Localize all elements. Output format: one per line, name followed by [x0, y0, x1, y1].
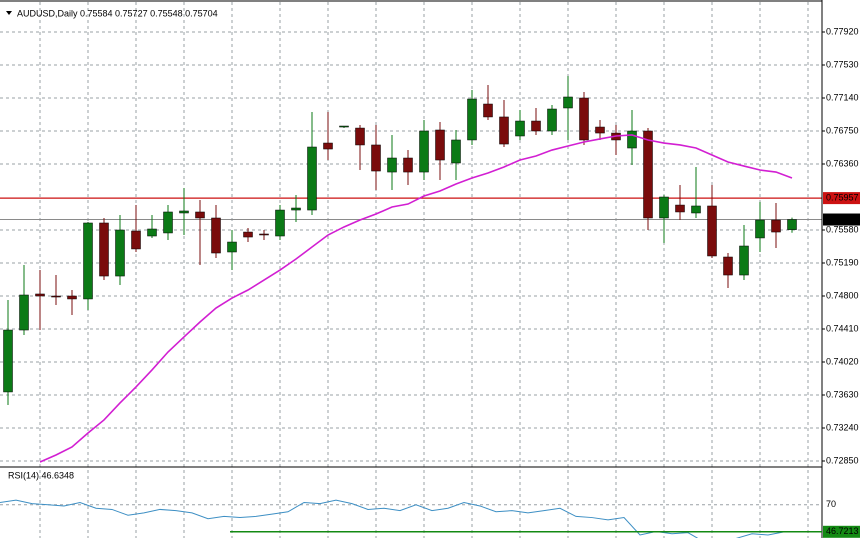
- y-tick-label: 0.76360: [826, 158, 859, 168]
- candle-body: [579, 97, 589, 141]
- candle-body: [419, 130, 429, 173]
- candle-body: [211, 217, 221, 254]
- candle-body: [707, 205, 717, 257]
- rsi-current-label: 46.7213: [826, 526, 859, 536]
- rsi-title: RSI(14) 46.6348: [8, 470, 74, 480]
- y-tick-label: 0.73240: [826, 422, 859, 432]
- chart-title: AUDUSD,Daily 0.75584 0.75727 0.75548 0.7…: [17, 8, 218, 18]
- candle-body: [563, 96, 573, 109]
- candle-body: [371, 144, 381, 172]
- candle-body: [403, 157, 413, 173]
- candle-body: [691, 205, 701, 214]
- candle-body: [643, 130, 653, 219]
- candle-body: [147, 228, 157, 237]
- current-label-box: [823, 213, 860, 226]
- y-tick-label: 0.74800: [826, 290, 859, 300]
- y-tick-label: 0.73630: [826, 389, 859, 399]
- candle-body: [595, 126, 605, 134]
- y-tick-label: 0.77140: [826, 92, 859, 102]
- candle-body: [755, 219, 765, 239]
- candle-body: [243, 231, 253, 238]
- y-tick-label: 0.72850: [826, 455, 859, 465]
- candle-body: [675, 204, 685, 213]
- moving-average: [39, 134, 793, 463]
- candle-body: [99, 222, 109, 277]
- candle-body: [355, 127, 365, 146]
- candle-body: [787, 219, 797, 230]
- candle-body: [499, 116, 509, 145]
- candle-body: [179, 210, 189, 214]
- y-tick-label: 0.76750: [826, 125, 859, 135]
- candle-body: [195, 211, 205, 219]
- candle-body: [627, 130, 637, 149]
- level-label: 0.75957: [826, 192, 859, 202]
- candle-body: [3, 329, 13, 393]
- candle-body: [739, 245, 749, 276]
- candle-body: [291, 207, 301, 211]
- candle-body: [387, 157, 397, 173]
- candle-body: [723, 256, 733, 276]
- candle-body: [307, 146, 317, 211]
- candle-body: [323, 142, 333, 150]
- candle-body: [131, 230, 141, 250]
- candle-body: [451, 139, 461, 164]
- candle-body: [275, 209, 285, 237]
- candle-body: [547, 108, 557, 132]
- rsi-tick-label: 70: [826, 499, 836, 509]
- candle-body: [115, 229, 125, 277]
- candle-body: [35, 293, 45, 297]
- y-tick-label: 0.77920: [826, 26, 859, 36]
- candle-body: [83, 222, 93, 300]
- candle-body: [659, 196, 669, 219]
- candle-body: [339, 125, 349, 128]
- candle-body: [467, 98, 477, 141]
- y-tick-label: 0.77530: [826, 59, 859, 69]
- collapse-arrow: [6, 11, 12, 15]
- candle-body: [483, 103, 493, 118]
- candle-body: [227, 241, 237, 253]
- candle-body: [531, 120, 541, 132]
- y-tick-label: 0.74410: [826, 323, 859, 333]
- candle-body: [19, 294, 29, 331]
- candle-body: [51, 295, 61, 298]
- y-tick-label: 0.75190: [826, 257, 859, 267]
- current-label: 0.75704: [826, 214, 859, 224]
- rsi-current-box: [823, 525, 860, 538]
- candle-body: [67, 295, 77, 300]
- candle-body: [163, 211, 173, 234]
- grid-layer: [0, 2, 822, 538]
- candle-body: [435, 129, 445, 161]
- y-tick-label: 0.74020: [826, 356, 859, 366]
- main-layer: [0, 76, 822, 463]
- level-label-box: [823, 192, 860, 205]
- y-tick-label: 0.75580: [826, 224, 859, 234]
- candle-body: [771, 219, 781, 233]
- candle-body: [259, 233, 269, 236]
- candle-body: [515, 120, 525, 137]
